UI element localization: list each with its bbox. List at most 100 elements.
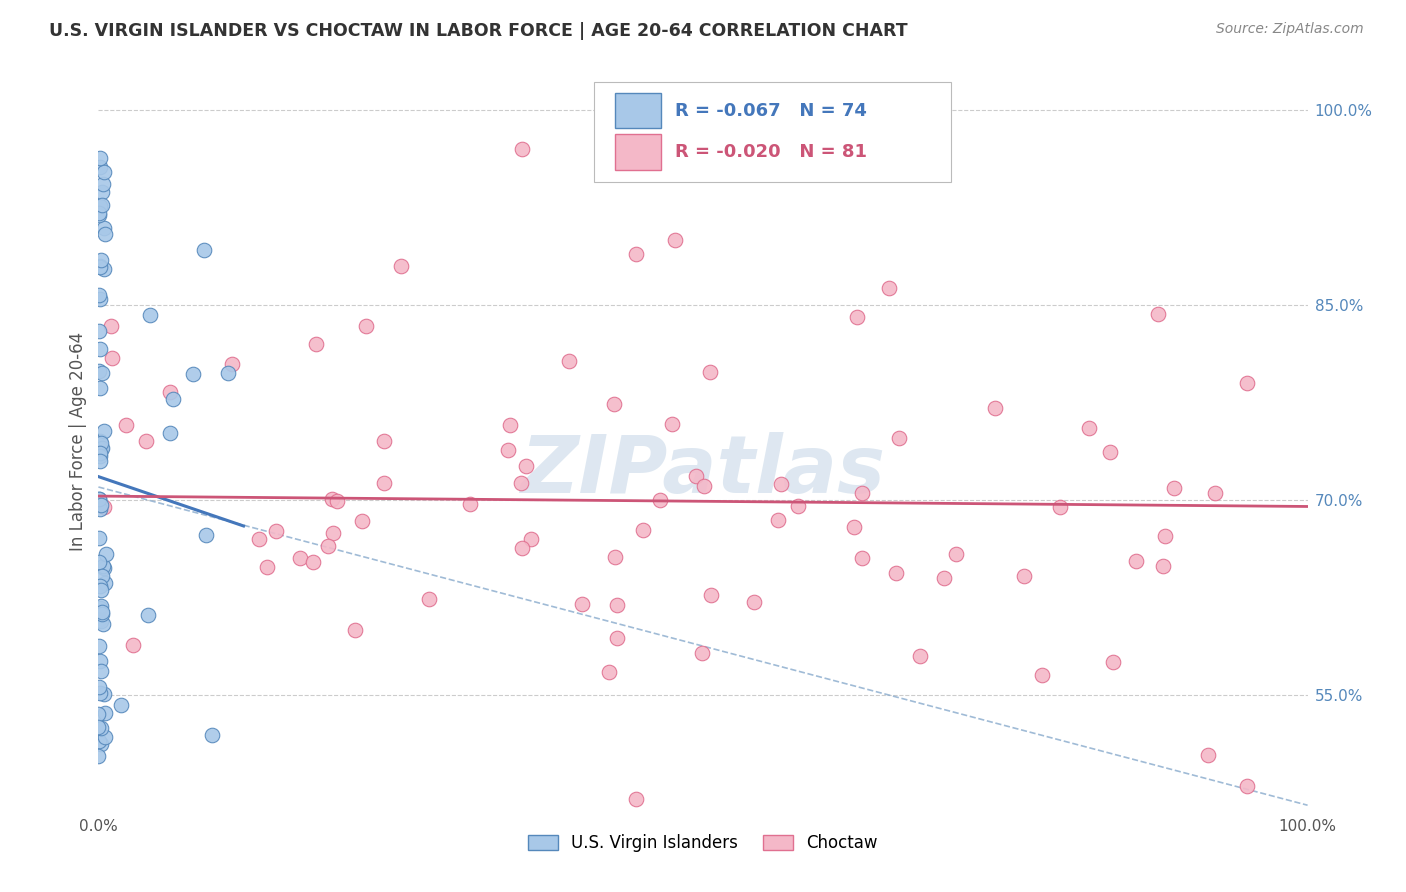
Point: [93, 165, 115, 179]
Point: [1147, 307, 1170, 321]
Point: [90, 442, 112, 457]
Point: [288, 551, 311, 566]
Point: [690, 647, 713, 661]
Point: [851, 550, 873, 565]
FancyBboxPatch shape: [614, 135, 661, 169]
Point: [87, 707, 110, 722]
Point: [89, 556, 111, 570]
Point: [89, 381, 111, 395]
Text: ZIPatlas: ZIPatlas: [520, 432, 886, 510]
Text: Source: ZipAtlas.com: Source: ZipAtlas.com: [1216, 22, 1364, 37]
Point: [93, 220, 115, 235]
Point: [94, 227, 117, 242]
Point: [650, 493, 672, 508]
Point: [699, 365, 721, 379]
Point: [201, 728, 224, 742]
Point: [87, 491, 110, 506]
Point: [603, 549, 626, 564]
Point: [845, 310, 868, 325]
Point: [89, 434, 111, 448]
Point: [321, 491, 343, 506]
Point: [373, 476, 395, 491]
Point: [1197, 747, 1219, 762]
Point: [110, 698, 132, 712]
Point: [606, 598, 628, 612]
Point: [94, 547, 117, 561]
Point: [352, 514, 374, 528]
Point: [89, 491, 111, 506]
Point: [1077, 421, 1099, 435]
Point: [598, 665, 620, 680]
Y-axis label: In Labor Force | Age 20-64: In Labor Force | Age 20-64: [69, 332, 87, 551]
Point: [692, 479, 714, 493]
Point: [343, 623, 366, 637]
Point: [101, 351, 124, 366]
Point: [418, 591, 440, 606]
Point: [631, 524, 654, 538]
Point: [742, 595, 765, 609]
Point: [624, 791, 647, 805]
Point: [1163, 481, 1185, 495]
Point: [91, 198, 114, 212]
Point: [558, 354, 581, 368]
Point: [89, 343, 111, 357]
Point: [135, 434, 157, 448]
Point: [89, 680, 111, 694]
Point: [851, 486, 873, 500]
Point: [89, 654, 111, 668]
Point: [91, 441, 114, 455]
Point: [90, 665, 112, 679]
Point: [264, 524, 287, 538]
Point: [159, 425, 181, 440]
Point: [787, 499, 810, 513]
Text: U.S. VIRGIN ISLANDER VS CHOCTAW IN LABOR FORCE | AGE 20-64 CORRELATION CHART: U.S. VIRGIN ISLANDER VS CHOCTAW IN LABOR…: [49, 22, 908, 40]
Point: [90, 737, 112, 751]
Point: [94, 706, 117, 720]
Point: [1031, 668, 1053, 682]
Legend: U.S. Virgin Islanders, Choctaw: U.S. Virgin Islanders, Choctaw: [522, 828, 884, 859]
Point: [256, 560, 278, 574]
Point: [89, 260, 111, 274]
Point: [945, 547, 967, 561]
Point: [93, 500, 115, 514]
Point: [87, 208, 110, 222]
Point: [90, 614, 112, 628]
Point: [93, 424, 115, 438]
Point: [1049, 500, 1071, 514]
Point: [87, 748, 110, 763]
Point: [316, 540, 339, 554]
Point: [136, 607, 159, 622]
Point: [87, 288, 110, 302]
Point: [766, 513, 789, 527]
Point: [162, 392, 184, 406]
Point: [889, 431, 911, 445]
Point: [221, 357, 243, 371]
Point: [91, 617, 114, 632]
Point: [884, 566, 907, 580]
Text: R = -0.067   N = 74: R = -0.067 N = 74: [675, 102, 868, 120]
Point: [89, 685, 111, 699]
Point: [247, 532, 270, 546]
Point: [603, 397, 626, 411]
Point: [879, 281, 901, 295]
Point: [89, 151, 111, 165]
Point: [89, 579, 111, 593]
Point: [159, 384, 181, 399]
Point: [373, 434, 395, 448]
Point: [89, 160, 111, 174]
Point: [1236, 376, 1258, 390]
Point: [498, 418, 520, 433]
Point: [89, 600, 111, 615]
Point: [91, 569, 114, 583]
Point: [932, 571, 955, 585]
Point: [93, 687, 115, 701]
Point: [458, 497, 481, 511]
Point: [1204, 486, 1226, 500]
Point: [510, 475, 533, 490]
Point: [91, 185, 114, 199]
Point: [1152, 559, 1174, 574]
Point: [94, 731, 117, 745]
Point: [91, 605, 114, 619]
Point: [606, 632, 628, 646]
Point: [90, 582, 112, 597]
